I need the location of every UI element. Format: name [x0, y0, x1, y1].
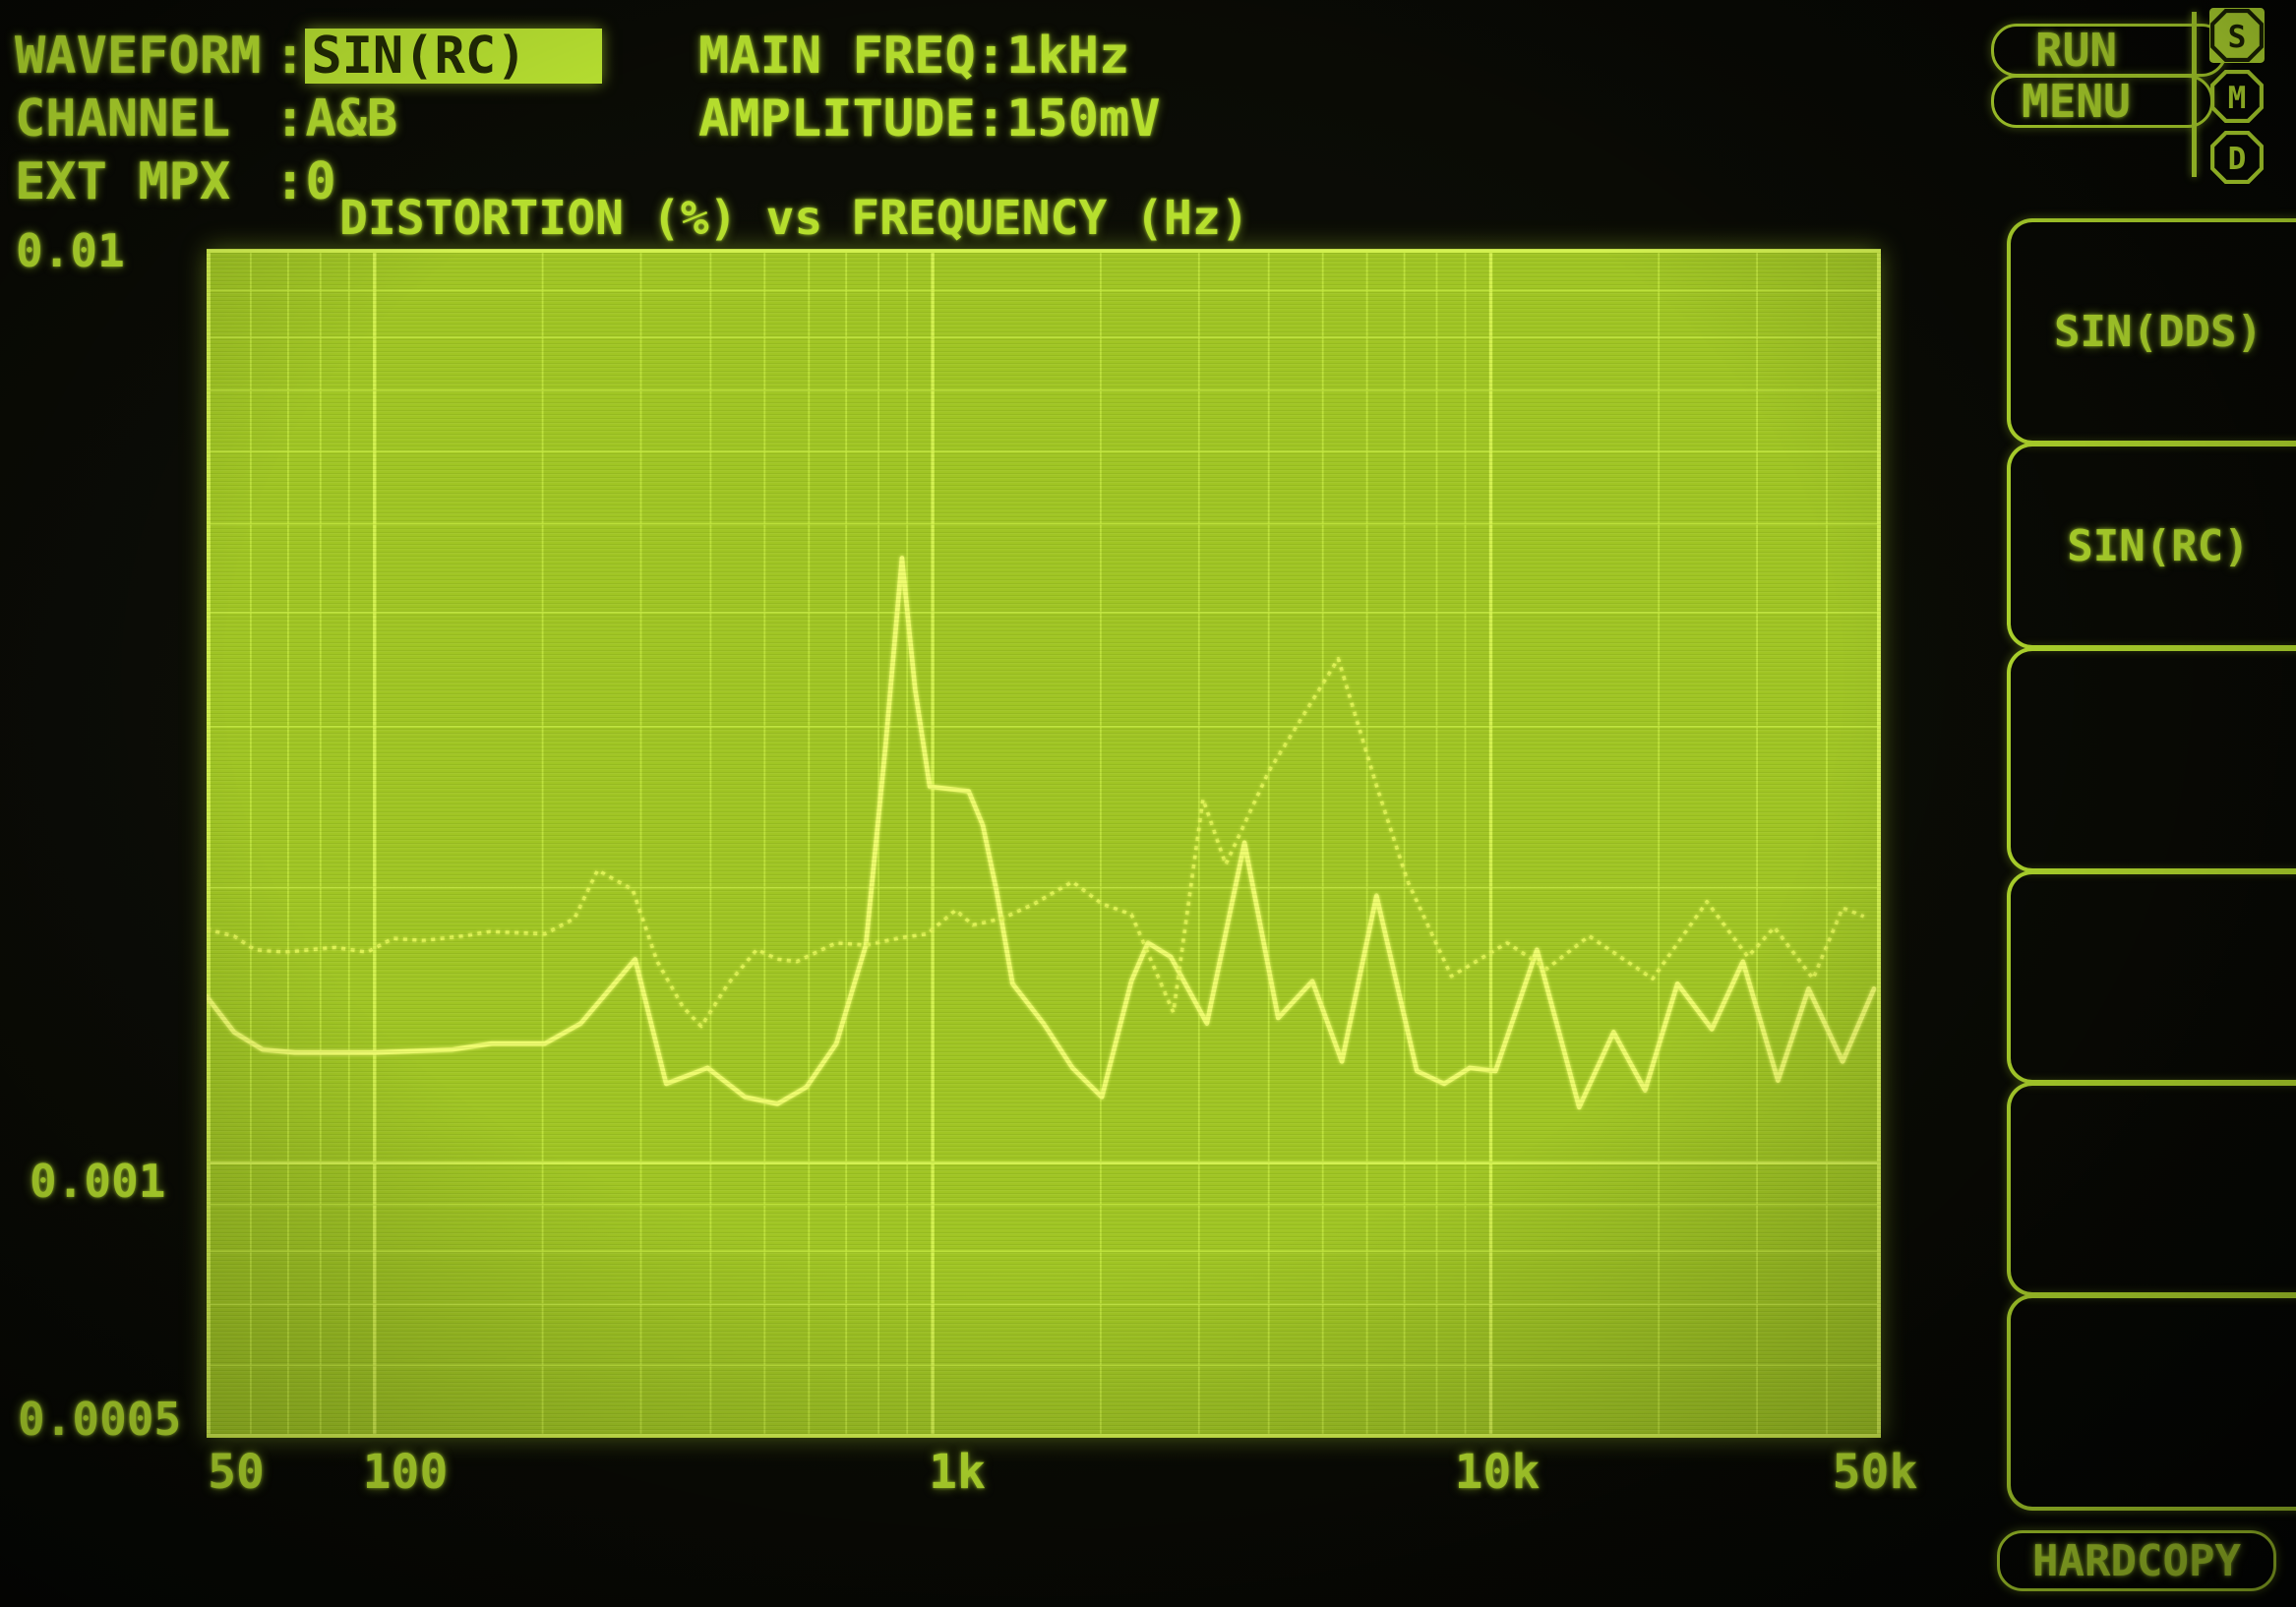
y-axis-label-mid: 0.001 — [30, 1155, 166, 1208]
menu-button[interactable]: MENU — [1991, 75, 2213, 128]
colon: : — [274, 152, 306, 211]
x-axis-label-10k: 10k — [1454, 1445, 1541, 1500]
softkey-label: SIN(DDS) — [2054, 306, 2263, 357]
channel-value: A&B — [305, 89, 398, 149]
main-freq-row: MAIN FREQ:1kHz — [698, 29, 1129, 84]
y-axis-label-top: 0.01 — [16, 224, 125, 277]
status-badge-d: D — [2209, 130, 2265, 185]
menu-button-label: MENU — [2022, 75, 2131, 128]
x-axis-label-1k: 1k — [929, 1445, 986, 1500]
distortion-chart — [207, 249, 1881, 1438]
ext-mpx-label: EXT MPX — [15, 152, 231, 211]
colon: : — [274, 89, 306, 149]
ext-mpx-value: 0 — [305, 152, 336, 211]
main-freq-value: 1kHz — [1006, 27, 1130, 86]
s-badge-icon: S — [2209, 8, 2265, 63]
colon: : — [274, 27, 306, 86]
colon: : — [975, 89, 1007, 149]
waveform-row: WAVEFORM: SIN(RC) — [15, 27, 603, 86]
status-badge-m: M — [2209, 69, 2265, 124]
status-badge-s: S — [2209, 8, 2265, 63]
softkey-blank-2[interactable] — [2007, 870, 2296, 1084]
hardcopy-button-label: HARDCOPY — [2032, 1535, 2241, 1586]
amplitude-row: AMPLITUDE:150mV — [698, 91, 1161, 147]
x-axis-label-100: 100 — [362, 1445, 449, 1500]
softkey-blank-4[interactable] — [2007, 1294, 2296, 1511]
svg-text:S: S — [2228, 20, 2247, 55]
run-button-label: RUN — [2035, 24, 2118, 77]
hardcopy-button[interactable]: HARDCOPY — [1997, 1530, 2276, 1591]
plot-area — [207, 249, 1881, 1438]
softkey-sin-rc[interactable]: SIN(RC) — [2007, 443, 2296, 649]
x-axis-label-50: 50 — [208, 1445, 265, 1500]
softkey-label: SIN(RC) — [2067, 520, 2250, 571]
softkey-sin-dds[interactable]: SIN(DDS) — [2007, 218, 2296, 445]
svg-text:M: M — [2228, 81, 2247, 116]
svg-text:D: D — [2228, 142, 2247, 177]
d-badge-icon: D — [2210, 131, 2264, 184]
waveform-value-highlight[interactable]: SIN(RC) — [305, 29, 603, 84]
m-badge-icon: M — [2210, 70, 2264, 123]
colon: : — [975, 27, 1007, 86]
softkey-blank-3[interactable] — [2007, 1082, 2296, 1296]
x-axis-label-50k: 50k — [1832, 1445, 1918, 1500]
softkey-blank-1[interactable] — [2007, 647, 2296, 872]
chart-title: DISTORTION (%) vs FREQUENCY (Hz) — [339, 191, 1249, 246]
channel-label: CHANNEL — [15, 89, 231, 149]
amplitude-value: 150mV — [1006, 89, 1161, 149]
waveform-label: WAVEFORM — [15, 27, 262, 86]
amplitude-label: AMPLITUDE — [698, 89, 976, 149]
y-axis-label-bottom: 0.0005 — [18, 1393, 182, 1446]
badge-separator-line — [2192, 12, 2197, 177]
ext-mpx-row: EXT MPX:0 — [15, 154, 336, 209]
main-freq-label: MAIN FREQ — [698, 27, 976, 86]
channel-row: CHANNEL:A&B — [15, 91, 397, 147]
